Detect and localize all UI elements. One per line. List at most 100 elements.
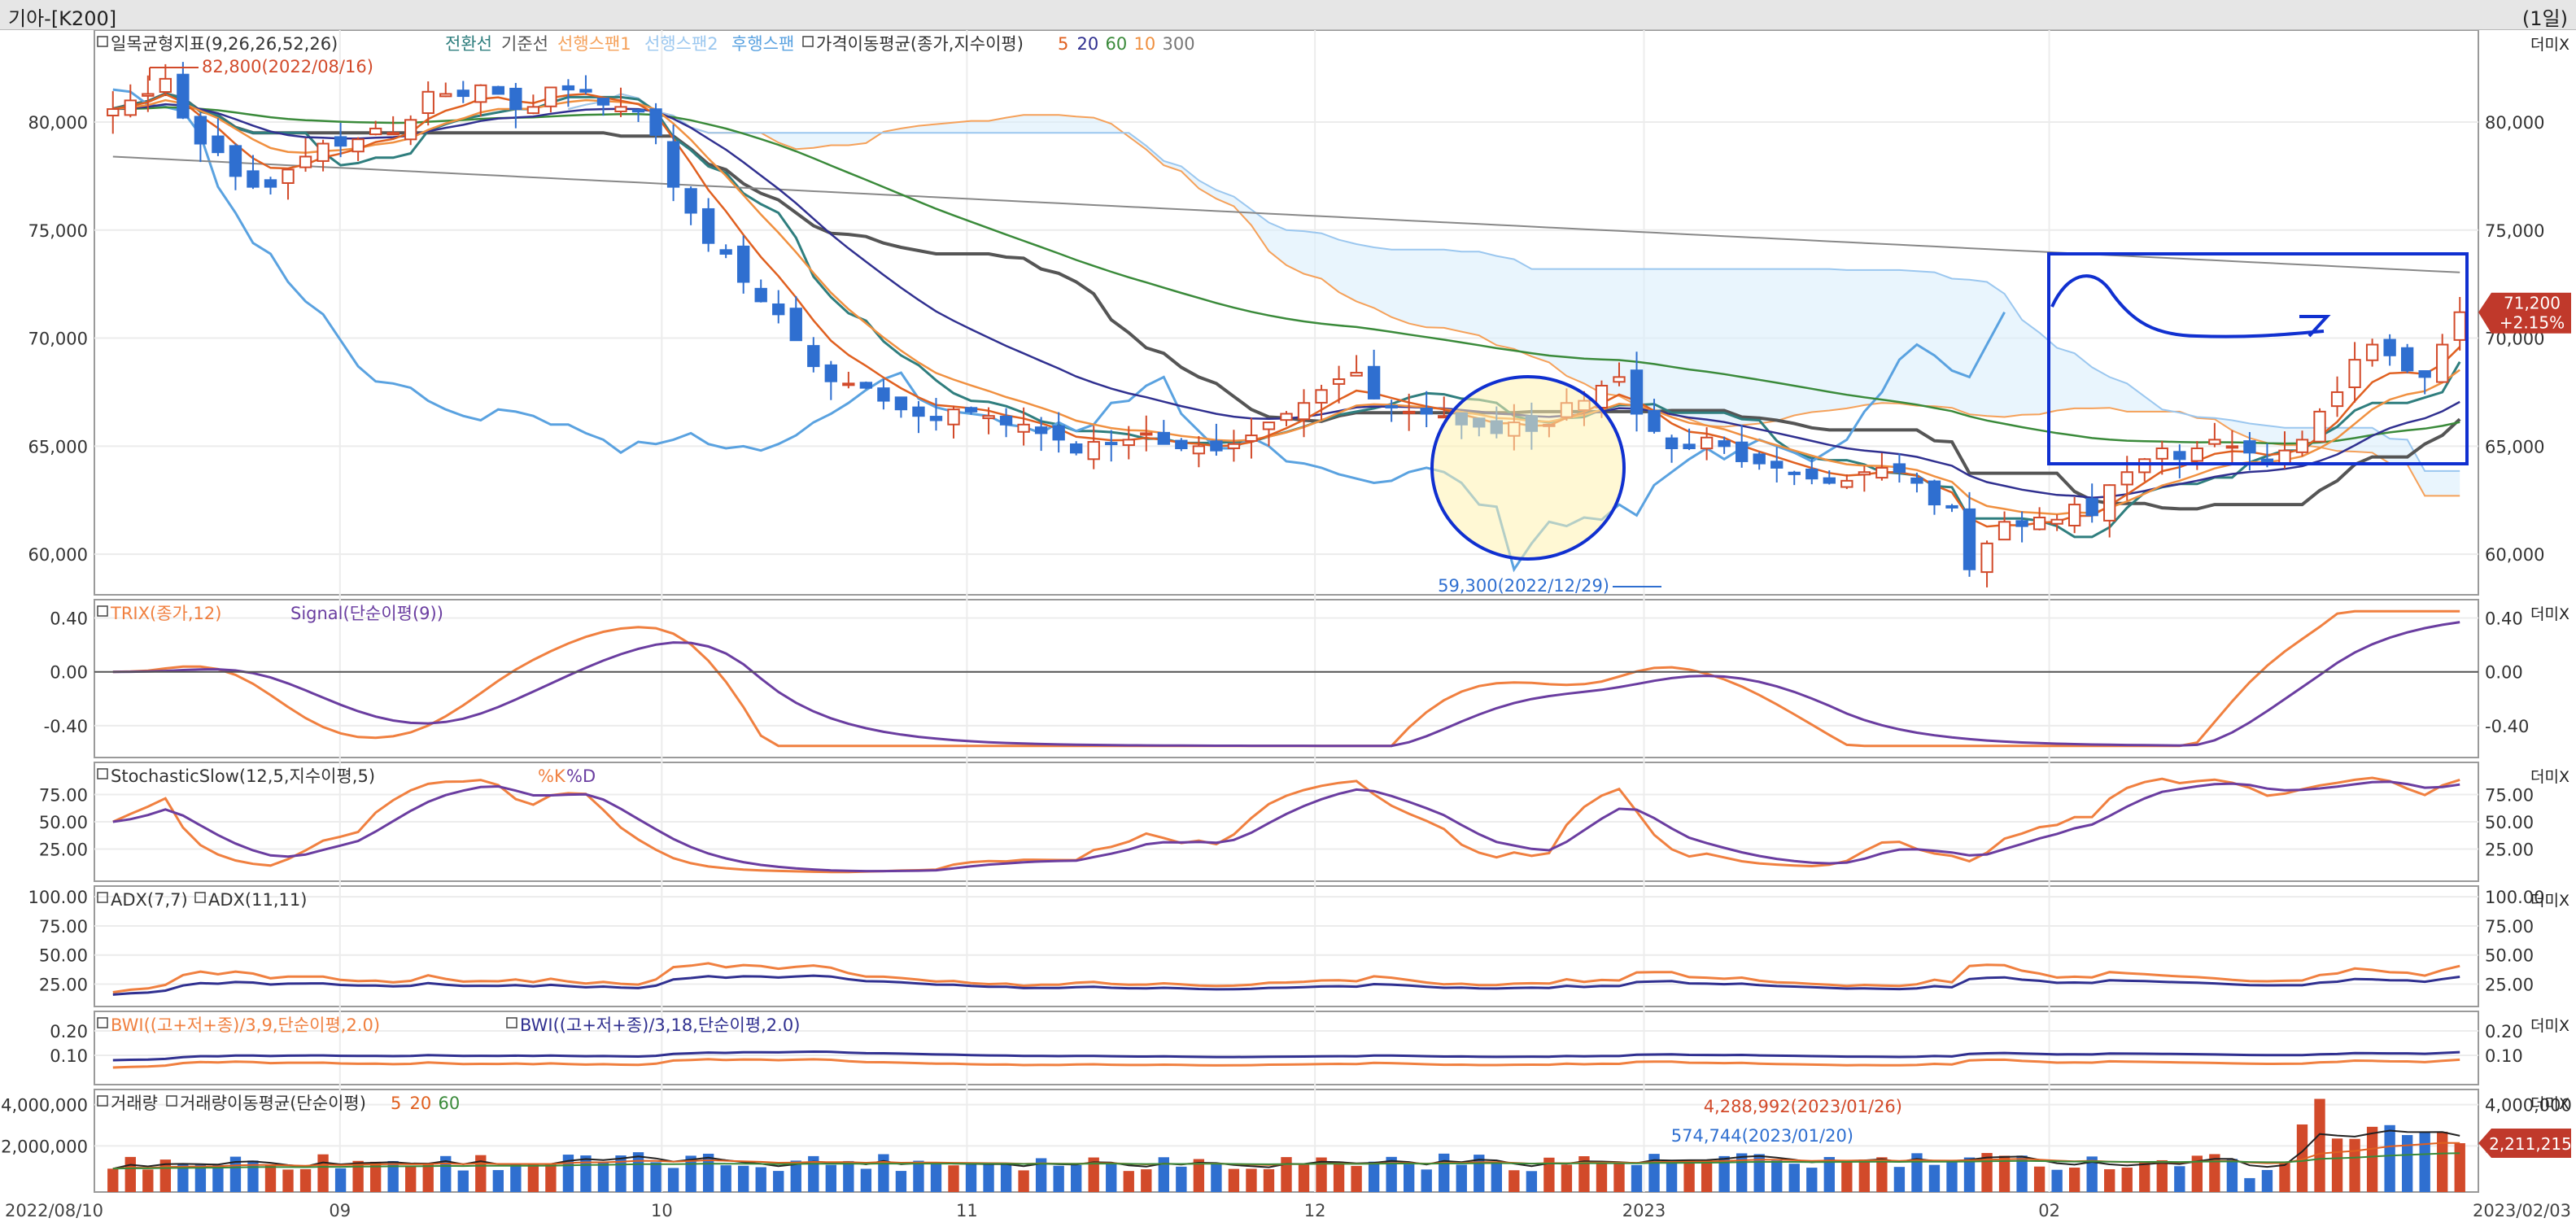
candle: [194, 116, 207, 145]
candle: [2330, 391, 2344, 408]
candle: [894, 396, 908, 411]
volume-bar: [440, 1155, 452, 1192]
leading-span-2-line: [568, 93, 2460, 472]
volume-bar: [913, 1160, 924, 1192]
candle: [2278, 449, 2291, 465]
volume-bar: [1876, 1157, 1888, 1192]
volume-bar: [194, 1164, 207, 1192]
stoch-tick-label-right: 50.00: [2485, 813, 2534, 832]
candle: [824, 364, 837, 382]
pane-controls[interactable]: 더미X: [2530, 605, 2569, 623]
volume-bar: [492, 1170, 504, 1192]
volume-ma-60-line: [112, 1152, 2460, 1170]
candle: [754, 287, 767, 303]
trix-tick-label: 0.40: [50, 609, 88, 629]
candle: [1910, 477, 1923, 484]
volume-bar: [2296, 1124, 2308, 1192]
pane-controls[interactable]: 더미X: [2530, 1095, 2569, 1113]
candle: [2243, 440, 2256, 454]
candle: [439, 93, 452, 98]
volume-bar: [1771, 1160, 1783, 1192]
volume-bar: [1841, 1161, 1853, 1192]
candle: [386, 132, 399, 136]
volume-bar: [422, 1164, 434, 1192]
stoch-k-line: [112, 776, 2460, 874]
pane-controls[interactable]: 더미X: [2530, 1017, 2569, 1035]
legend-item: 거래량이동평균(단순이평): [180, 1094, 366, 1113]
volume-bar: [1596, 1162, 1608, 1192]
legend-item: BWI((고+저+종)/3,18,단순이평,2.0): [520, 1015, 800, 1035]
candle: [947, 408, 960, 426]
x-tick-label: 11: [956, 1201, 978, 1220]
candle: [456, 90, 469, 98]
volume-bar: [650, 1162, 661, 1192]
legend-toggle-icon: [97, 892, 108, 903]
volume-bar: [808, 1155, 819, 1192]
volume-bar: [177, 1163, 189, 1192]
adx-tick-label-right: 75.00: [2485, 917, 2534, 937]
trix-tick-label-right: -0.40: [2485, 717, 2529, 736]
candle: [596, 98, 610, 106]
volume-bar: [1404, 1164, 1415, 1192]
legend-item: StochasticSlow(12,5,지수이평,5): [111, 766, 375, 786]
volume-bar: [2226, 1159, 2238, 1192]
legend-item: 거래량: [111, 1094, 158, 1113]
legend-item: 10: [1134, 34, 1156, 54]
candle: [1630, 369, 1644, 415]
volume-bar: [2068, 1168, 2080, 1192]
candle: [1788, 471, 1801, 475]
volume-bar: [124, 1156, 136, 1192]
candle: [1034, 426, 1048, 434]
period-label[interactable]: (1일): [2521, 7, 2568, 30]
pane-controls[interactable]: 더미X: [2530, 36, 2569, 54]
pane-controls[interactable]: 더미X: [2530, 892, 2569, 910]
candle: [2400, 347, 2414, 372]
pane-frame-trix: [94, 599, 2479, 758]
candle: [1385, 404, 1398, 408]
candle: [1420, 408, 1433, 415]
candle: [1928, 480, 1941, 506]
candle: [719, 249, 732, 255]
volume-bar: [702, 1153, 714, 1192]
x-tick-label: 12: [1304, 1201, 1326, 1220]
volume-bar: [299, 1168, 312, 1192]
volume-bar: [247, 1160, 259, 1192]
legend-item: 5: [391, 1094, 401, 1113]
volume-bar: [1053, 1165, 1064, 1192]
volume-bar: [334, 1168, 347, 1192]
candle: [351, 138, 365, 153]
candle: [264, 179, 277, 188]
volume-bar: [878, 1154, 889, 1192]
candle: [2190, 448, 2204, 462]
candle: [142, 93, 155, 97]
legend-toggle-icon: [97, 36, 108, 47]
candle: [404, 119, 417, 141]
candle: [247, 170, 260, 188]
adx-tick-label: 25.00: [39, 976, 88, 995]
volume-bar: [369, 1161, 382, 1192]
volume-bar: [667, 1168, 679, 1192]
stock-chart[interactable]: 09 10 11 12 2023 02 2022/08/10 2023/02/03 80,000…: [0, 30, 2576, 1226]
candle: [2313, 410, 2326, 443]
stoch-tick-label: 75.00: [39, 786, 88, 806]
legend-item: 60: [1106, 34, 1128, 54]
annotation-arrow: [2299, 315, 2331, 338]
window-title: 기아-[K200]: [8, 7, 117, 30]
volume-bar: [107, 1168, 119, 1192]
legend-item: ADX(11,11): [208, 890, 307, 910]
volume-bar: [685, 1155, 696, 1192]
last-price-value: 71,200: [2504, 294, 2561, 313]
volume-bar: [1035, 1158, 1047, 1192]
candle: [421, 90, 434, 115]
volume-bar: [2279, 1161, 2290, 1192]
volume-bar: [1963, 1157, 1976, 1192]
volume-bar: [1298, 1164, 1310, 1192]
pane-controls[interactable]: 더미X: [2530, 768, 2569, 786]
price-tick-label: 65,000: [28, 437, 88, 456]
trix-tick-label-right: 0.00: [2485, 663, 2523, 683]
candle: [2103, 484, 2116, 522]
candle: [1070, 443, 1083, 454]
volume-bar: [2121, 1168, 2133, 1192]
volume-bar: [1701, 1159, 1713, 1192]
candle: [2138, 458, 2151, 474]
